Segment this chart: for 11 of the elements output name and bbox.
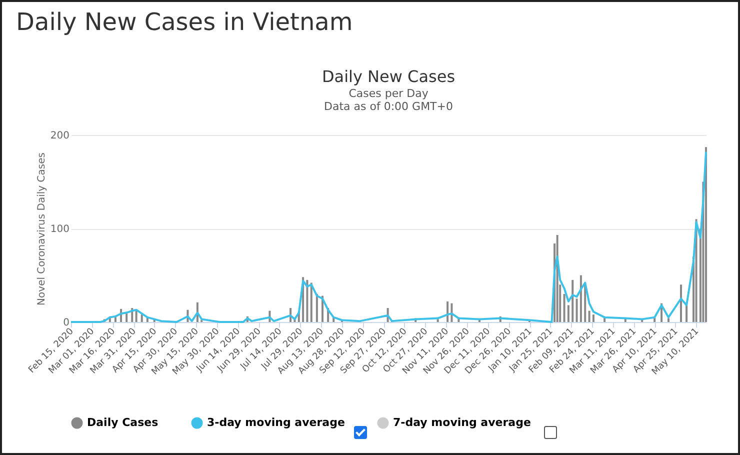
chart-title: Daily New Cases in Vietnam	[16, 8, 353, 36]
legend-label: 3-day moving average	[207, 416, 345, 429]
y-tick-label: 200	[50, 130, 70, 142]
text: Cases per Day	[348, 87, 429, 100]
y-tick-label: 0	[63, 318, 70, 328]
y-tick-label: 100	[50, 224, 70, 235]
legend-label: Daily Cases	[87, 416, 159, 429]
legend-label: 7-day moving average	[393, 416, 531, 429]
text: Data as of 0:00 GMT+0	[324, 100, 453, 113]
y-axis-title: Novel Coronavirus Daily Cases	[36, 152, 48, 306]
chart-subtitle: Daily New Cases	[322, 67, 456, 86]
